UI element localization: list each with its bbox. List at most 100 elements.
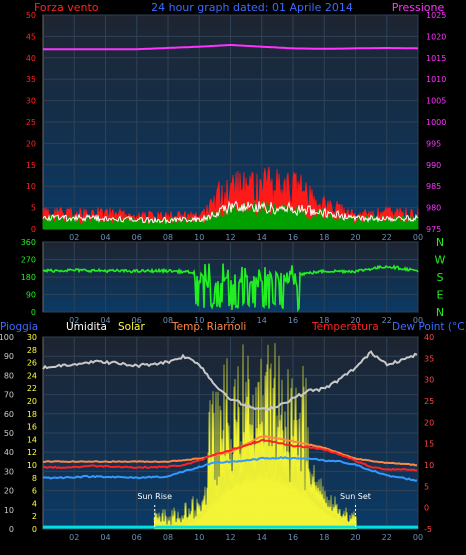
time-tick-label: 18	[319, 233, 329, 242]
temperature-tick-label: 0	[424, 504, 429, 513]
temperature-tick-label: 5	[424, 482, 429, 491]
wind-tick-label: 40	[26, 54, 36, 63]
solar-tick-label: 16	[27, 423, 37, 432]
compass-tick-label: N	[436, 236, 444, 249]
solar-tick-label: 28	[27, 346, 37, 355]
wind-direction-ticks: 360 N 270 W 180 S 90 E 0 N 02 04 06 08 10 12 14 16 18 20 22 0…	[21, 236, 446, 325]
wind-gust-series	[42, 166, 419, 230]
temperature-tick-label: 35	[424, 354, 434, 363]
wind-tick-label: 10	[26, 182, 36, 191]
humidity-tick-label: 40	[4, 448, 14, 457]
time-tick-label: 10	[194, 316, 204, 325]
time-tick-label: 12	[225, 316, 235, 325]
pressure-tick-label: 1005	[426, 97, 446, 106]
direction-tick-label: 90	[26, 291, 36, 300]
pressure-tick-label: 1010	[426, 75, 446, 84]
time-tick-label: 08	[163, 533, 173, 542]
humidity-tick-label: 70	[4, 391, 14, 400]
temperature-tick-label: 20	[424, 418, 434, 427]
time-tick-label: 14	[257, 316, 267, 325]
time-tick-label: 06	[132, 233, 142, 242]
humidity-tick-label: 100	[0, 333, 14, 342]
temperature-tick-label: 40	[424, 333, 434, 342]
solar-tick-label: 18	[27, 410, 37, 419]
time-tick-label: 00	[413, 233, 423, 242]
time-tick-label: 08	[163, 316, 173, 325]
humidity-tick-label: 60	[4, 410, 14, 419]
humidity-tick-label: 80	[4, 371, 14, 380]
compass-tick-label: E	[437, 289, 444, 302]
solar-tick-label: 8	[32, 474, 37, 483]
wind-tick-label: 45	[26, 32, 36, 41]
solar-tick-label: 2	[32, 512, 37, 521]
time-tick-label: 10	[194, 233, 204, 242]
humidity-tick-label: 20	[4, 487, 14, 496]
wind-tick-label: 25	[26, 118, 36, 127]
time-tick-label: 02	[69, 233, 79, 242]
pressure-tick-label: 980	[426, 204, 441, 213]
time-tick-label: 22	[382, 316, 392, 325]
time-tick-label: 20	[350, 233, 360, 242]
pressure-tick-label: 1000	[426, 118, 446, 127]
wind-speed-line	[42, 200, 419, 225]
time-tick-label: 12	[225, 533, 235, 542]
solar-tick-label: 6	[32, 487, 37, 496]
temperature-tick-label: -5	[424, 525, 432, 534]
time-tick-label: 12	[225, 233, 235, 242]
wind-tick-label: 30	[26, 97, 36, 106]
pressure-tick-label: 990	[426, 161, 441, 170]
time-tick-label: 18	[319, 533, 329, 542]
direction-tick-label: 180	[21, 273, 36, 282]
wind-direction-line	[42, 263, 419, 313]
solar-tick-label: 10	[27, 461, 37, 470]
legend-item: Temperatura	[311, 321, 379, 333]
temperature-ticks: 1009080706050403020100302826242220181614…	[0, 333, 434, 542]
time-tick-label: 02	[69, 316, 79, 325]
sunrise-label: Sun Rise	[137, 492, 172, 501]
chart-date-title: 24 hour graph dated: 01 Aprile 2014	[151, 1, 353, 14]
time-tick-label: 16	[288, 533, 298, 542]
humidity-tick-label: 50	[4, 429, 14, 438]
temperature-legend: Pioggia Umidita Solar Temp. Riarnoli Tempera…	[0, 321, 466, 333]
time-tick-label: 10	[194, 533, 204, 542]
time-tick-label: 04	[100, 533, 110, 542]
pressure-tick-label: 1020	[426, 32, 446, 41]
compass-tick-label: W	[435, 254, 446, 267]
direction-tick-label: 270	[21, 256, 36, 265]
solar-tick-label: 0	[32, 525, 37, 534]
time-tick-label: 20	[350, 533, 360, 542]
legend-item: Umidita	[66, 321, 107, 333]
time-tick-label: 00	[413, 316, 423, 325]
direction-tick-label: 360	[21, 238, 36, 247]
solar-tick-label: 12	[27, 448, 37, 457]
time-tick-label: 16	[288, 316, 298, 325]
temperature-line	[42, 438, 418, 472]
temperature-tick-label: 25	[424, 397, 434, 406]
wind-tick-label: 20	[26, 139, 36, 148]
solar-tick-label: 26	[27, 359, 37, 368]
pressure-tick-label: 985	[426, 182, 441, 191]
time-tick-label: 14	[257, 233, 267, 242]
time-tick-label: 16	[288, 233, 298, 242]
time-tick-label: 22	[382, 533, 392, 542]
time-tick-label: 22	[382, 233, 392, 242]
pressure-line	[43, 44, 419, 51]
legend-item: Dew Point (°C)	[392, 321, 466, 333]
solar-tick-label: 24	[27, 371, 37, 380]
pressure-title: Pressione	[392, 1, 445, 14]
solar-tick-label: 30	[27, 333, 37, 342]
solar-series	[153, 343, 357, 530]
time-tick-label: 18	[319, 316, 329, 325]
wind-direction-series	[42, 263, 419, 313]
compass-tick-label: N	[436, 306, 444, 319]
solar-tick-label: 22	[27, 384, 37, 393]
time-tick-label: 14	[257, 533, 267, 542]
humidity-tick-label: 30	[4, 467, 14, 476]
pressure-tick-label: 975	[426, 225, 441, 234]
wind-tick-label: 35	[26, 75, 36, 84]
time-tick-label: 02	[69, 533, 79, 542]
wind-tick-label: 5	[31, 204, 36, 213]
pressure-tick-label: 995	[426, 139, 441, 148]
